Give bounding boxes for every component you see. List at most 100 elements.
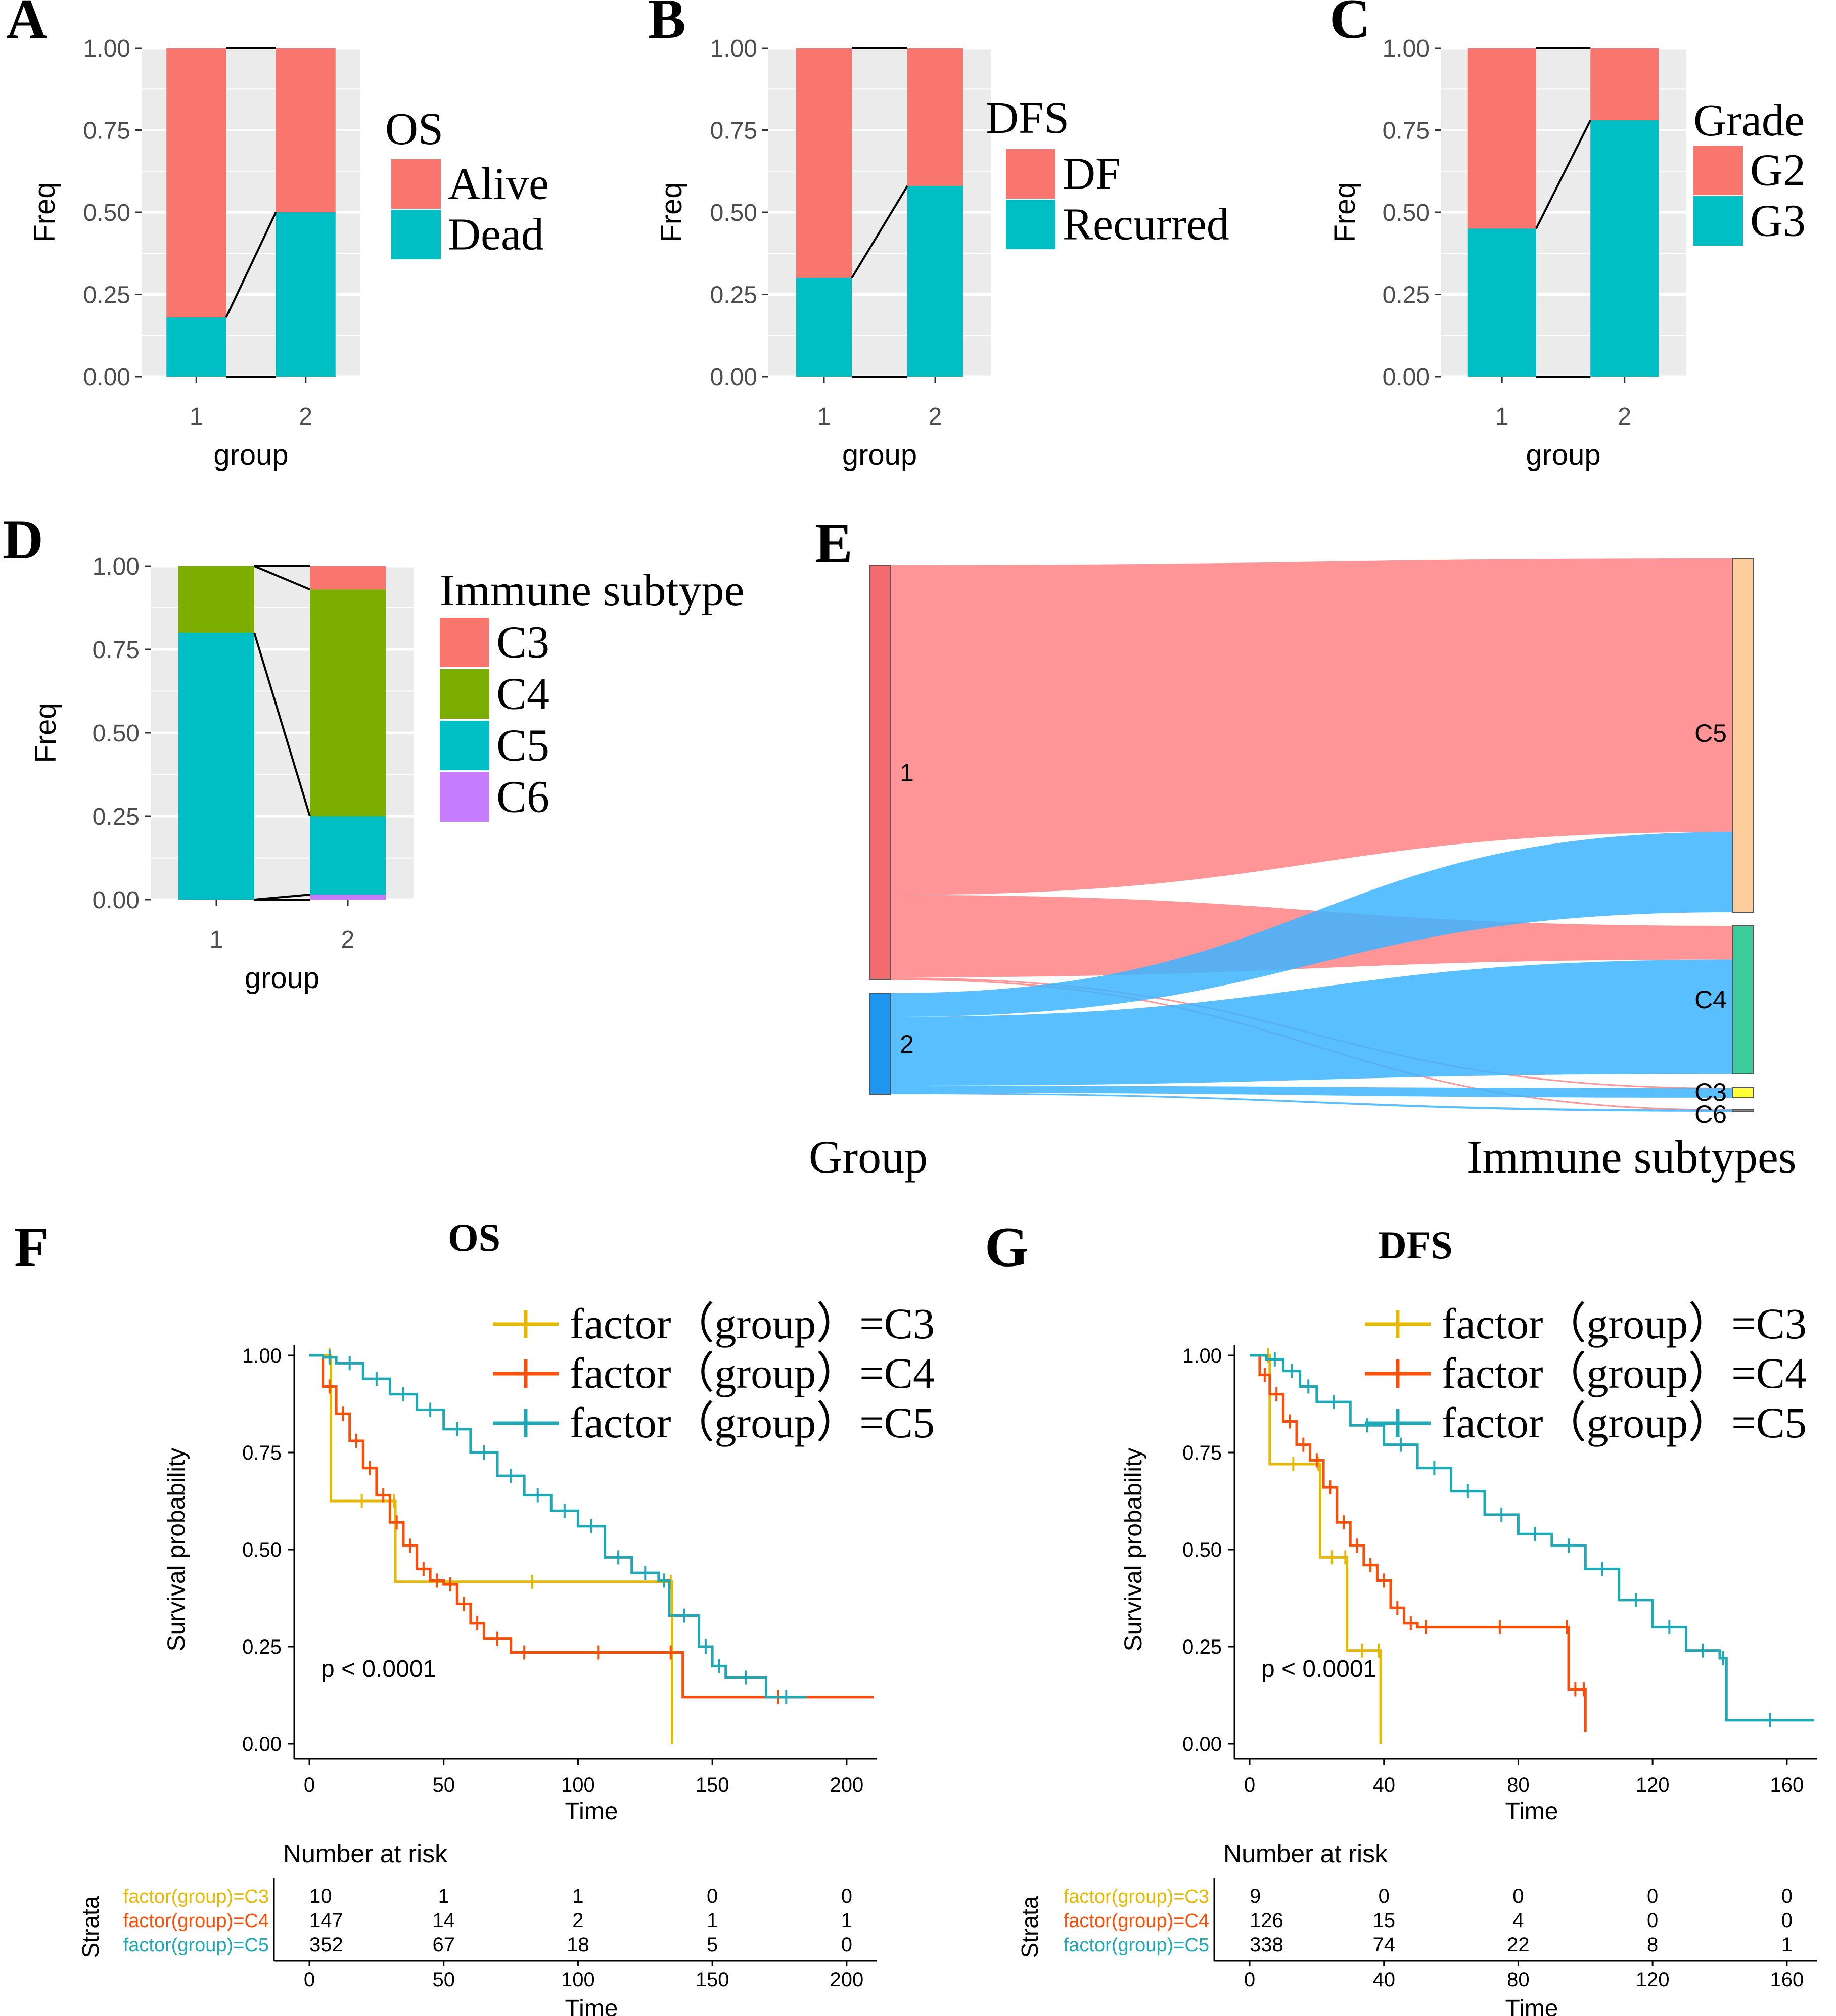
risk-cell: 2 <box>572 1909 583 1932</box>
sankey-flow-2-c6 <box>891 1093 1733 1112</box>
sankey-left-title: Group <box>809 1131 928 1183</box>
sankey-flow-2-c3 <box>891 1086 1733 1098</box>
x-tick-label: 150 <box>696 1774 729 1796</box>
y-tick-label: 1.00 <box>1182 1345 1222 1367</box>
sankey-flow-1-c5 <box>891 558 1733 895</box>
sankey-node-label-2: 2 <box>900 1030 914 1058</box>
bar-c-group1-g3 <box>1467 228 1536 377</box>
x-tick-label: 1 <box>190 403 203 430</box>
risk-cell: 22 <box>1507 1934 1530 1956</box>
legend-label-c5: C5 <box>496 720 549 770</box>
risk-x-tick-label: 40 <box>1372 1968 1395 1991</box>
bar-a-group2-alive <box>276 48 336 212</box>
connector-line <box>254 894 310 901</box>
x-tick-label: 80 <box>1507 1774 1530 1796</box>
bar-a-group1-dead <box>166 317 226 377</box>
risk-table-title: Number at risk <box>1223 1840 1388 1868</box>
x-tick-label: 1 <box>1495 403 1509 430</box>
y-tick-label: 0.75 <box>83 118 130 145</box>
sankey-node-1 <box>869 565 891 980</box>
sankey-node-label-c3: C3 <box>1694 1078 1727 1106</box>
legend-label-df: DF <box>1063 149 1121 199</box>
risk-row-label-c5: factor(group)=C5 <box>123 1935 269 1956</box>
legend-key-c4 <box>440 669 489 719</box>
risk-row-label-c4: factor(group)=C4 <box>1064 1910 1209 1932</box>
x-tick-label: 160 <box>1770 1774 1804 1796</box>
legend-label-c5: factor（group）=C5 <box>1442 1398 1807 1447</box>
risk-x-tick-label: 80 <box>1507 1968 1530 1991</box>
y-axis-label: Freq <box>655 182 688 242</box>
risk-cell: 352 <box>309 1934 343 1956</box>
y-tick-label: 0.25 <box>710 282 757 309</box>
bar-a-group1-alive <box>166 48 226 317</box>
risk-table-title: Number at risk <box>283 1840 448 1868</box>
risk-cell: 10 <box>309 1885 332 1907</box>
legend-label-dead: Dead <box>448 209 544 259</box>
sankey-node-label-1: 1 <box>900 759 914 787</box>
x-tick-label: 120 <box>1636 1774 1670 1796</box>
bar-c-group2-g3 <box>1590 120 1659 377</box>
bar-d-group2-c4 <box>310 589 386 816</box>
panel-a: 0.00 0.25 0.50 0.75 1.00 1 2 group Freq OSAliveDe… <box>28 35 549 472</box>
connector-line <box>1535 120 1592 229</box>
y-axis-label: Freq <box>28 182 61 242</box>
panel-letter-c: C <box>1329 0 1370 51</box>
km-title: DFS <box>1378 1223 1452 1267</box>
legend-label-g3: G3 <box>1750 196 1806 246</box>
legend-key-c6 <box>440 772 489 822</box>
x-tick-label: 2 <box>1618 403 1631 430</box>
legend-key-c5 <box>440 721 489 770</box>
legend-key-g3 <box>1693 196 1743 246</box>
sankey-node-c6 <box>1732 1109 1754 1112</box>
legend-key-g2 <box>1693 146 1743 195</box>
x-tick-label: 200 <box>830 1774 863 1796</box>
bar-d-group2-c5 <box>310 816 386 895</box>
y-tick-label: 1.00 <box>242 1345 282 1367</box>
y-tick-label: 0.00 <box>83 364 130 391</box>
y-tick-label: 0.75 <box>1182 1442 1222 1464</box>
x-axis-label: group <box>1526 439 1600 472</box>
y-tick-label: 0.50 <box>1182 1539 1222 1561</box>
legend-label-c5: factor（group）=C5 <box>570 1398 935 1447</box>
panel-letter-a: A <box>6 0 47 51</box>
y-axis-label: Survival probability <box>163 1448 190 1652</box>
connector-line <box>225 212 277 318</box>
panel-letter-e: E <box>815 512 853 575</box>
risk-cell: 14 <box>432 1909 455 1932</box>
sankey-node-label-c4: C4 <box>1694 986 1727 1014</box>
sankey-flow-2-c5 <box>891 832 1733 1017</box>
sankey-node-2 <box>869 993 891 1095</box>
panel-d: 0.00 0.25 0.50 0.75 1.00 1 2 group Freq Immune su… <box>29 553 744 995</box>
panel-letter-g: G <box>985 1216 1029 1279</box>
legend-label-c3: C3 <box>496 617 549 667</box>
p-value-label: p < 0.0001 <box>1261 1656 1376 1682</box>
risk-x-axis-label: Time <box>565 1995 618 2016</box>
sankey-node-c4 <box>1732 925 1754 1074</box>
risk-cell: 0 <box>1647 1885 1658 1907</box>
p-value-label: p < 0.0001 <box>321 1656 436 1682</box>
y-tick-label: 0.25 <box>83 282 130 309</box>
risk-cell: 0 <box>1781 1909 1793 1932</box>
x-tick-label: 2 <box>929 403 942 430</box>
bar-d-group1-c5 <box>178 633 254 900</box>
risk-x-tick-label: 0 <box>304 1968 315 1991</box>
sankey-node-label-c5: C5 <box>1694 719 1727 747</box>
risk-cell: 0 <box>1512 1885 1524 1907</box>
y-tick-label: 0.00 <box>710 364 757 391</box>
y-tick-label: 1.00 <box>93 553 140 580</box>
y-tick-label: 0.50 <box>1383 200 1430 226</box>
y-tick-label: 0.25 <box>1383 282 1430 309</box>
legend-title: Grade <box>1693 96 1805 146</box>
y-tick-label: 1.00 <box>83 35 130 62</box>
x-tick-label: 1 <box>817 403 831 430</box>
sankey-right-title: Immune subtypes <box>1467 1131 1797 1183</box>
x-axis-label: group <box>213 439 288 472</box>
y-tick-label: 1.00 <box>710 35 757 62</box>
y-tick-label: 0.50 <box>93 720 140 747</box>
risk-cell: 338 <box>1250 1934 1283 1956</box>
y-tick-label: 0.00 <box>1383 364 1430 391</box>
legend-label-alive: Alive <box>448 159 549 209</box>
risk-cell: 67 <box>432 1934 455 1956</box>
